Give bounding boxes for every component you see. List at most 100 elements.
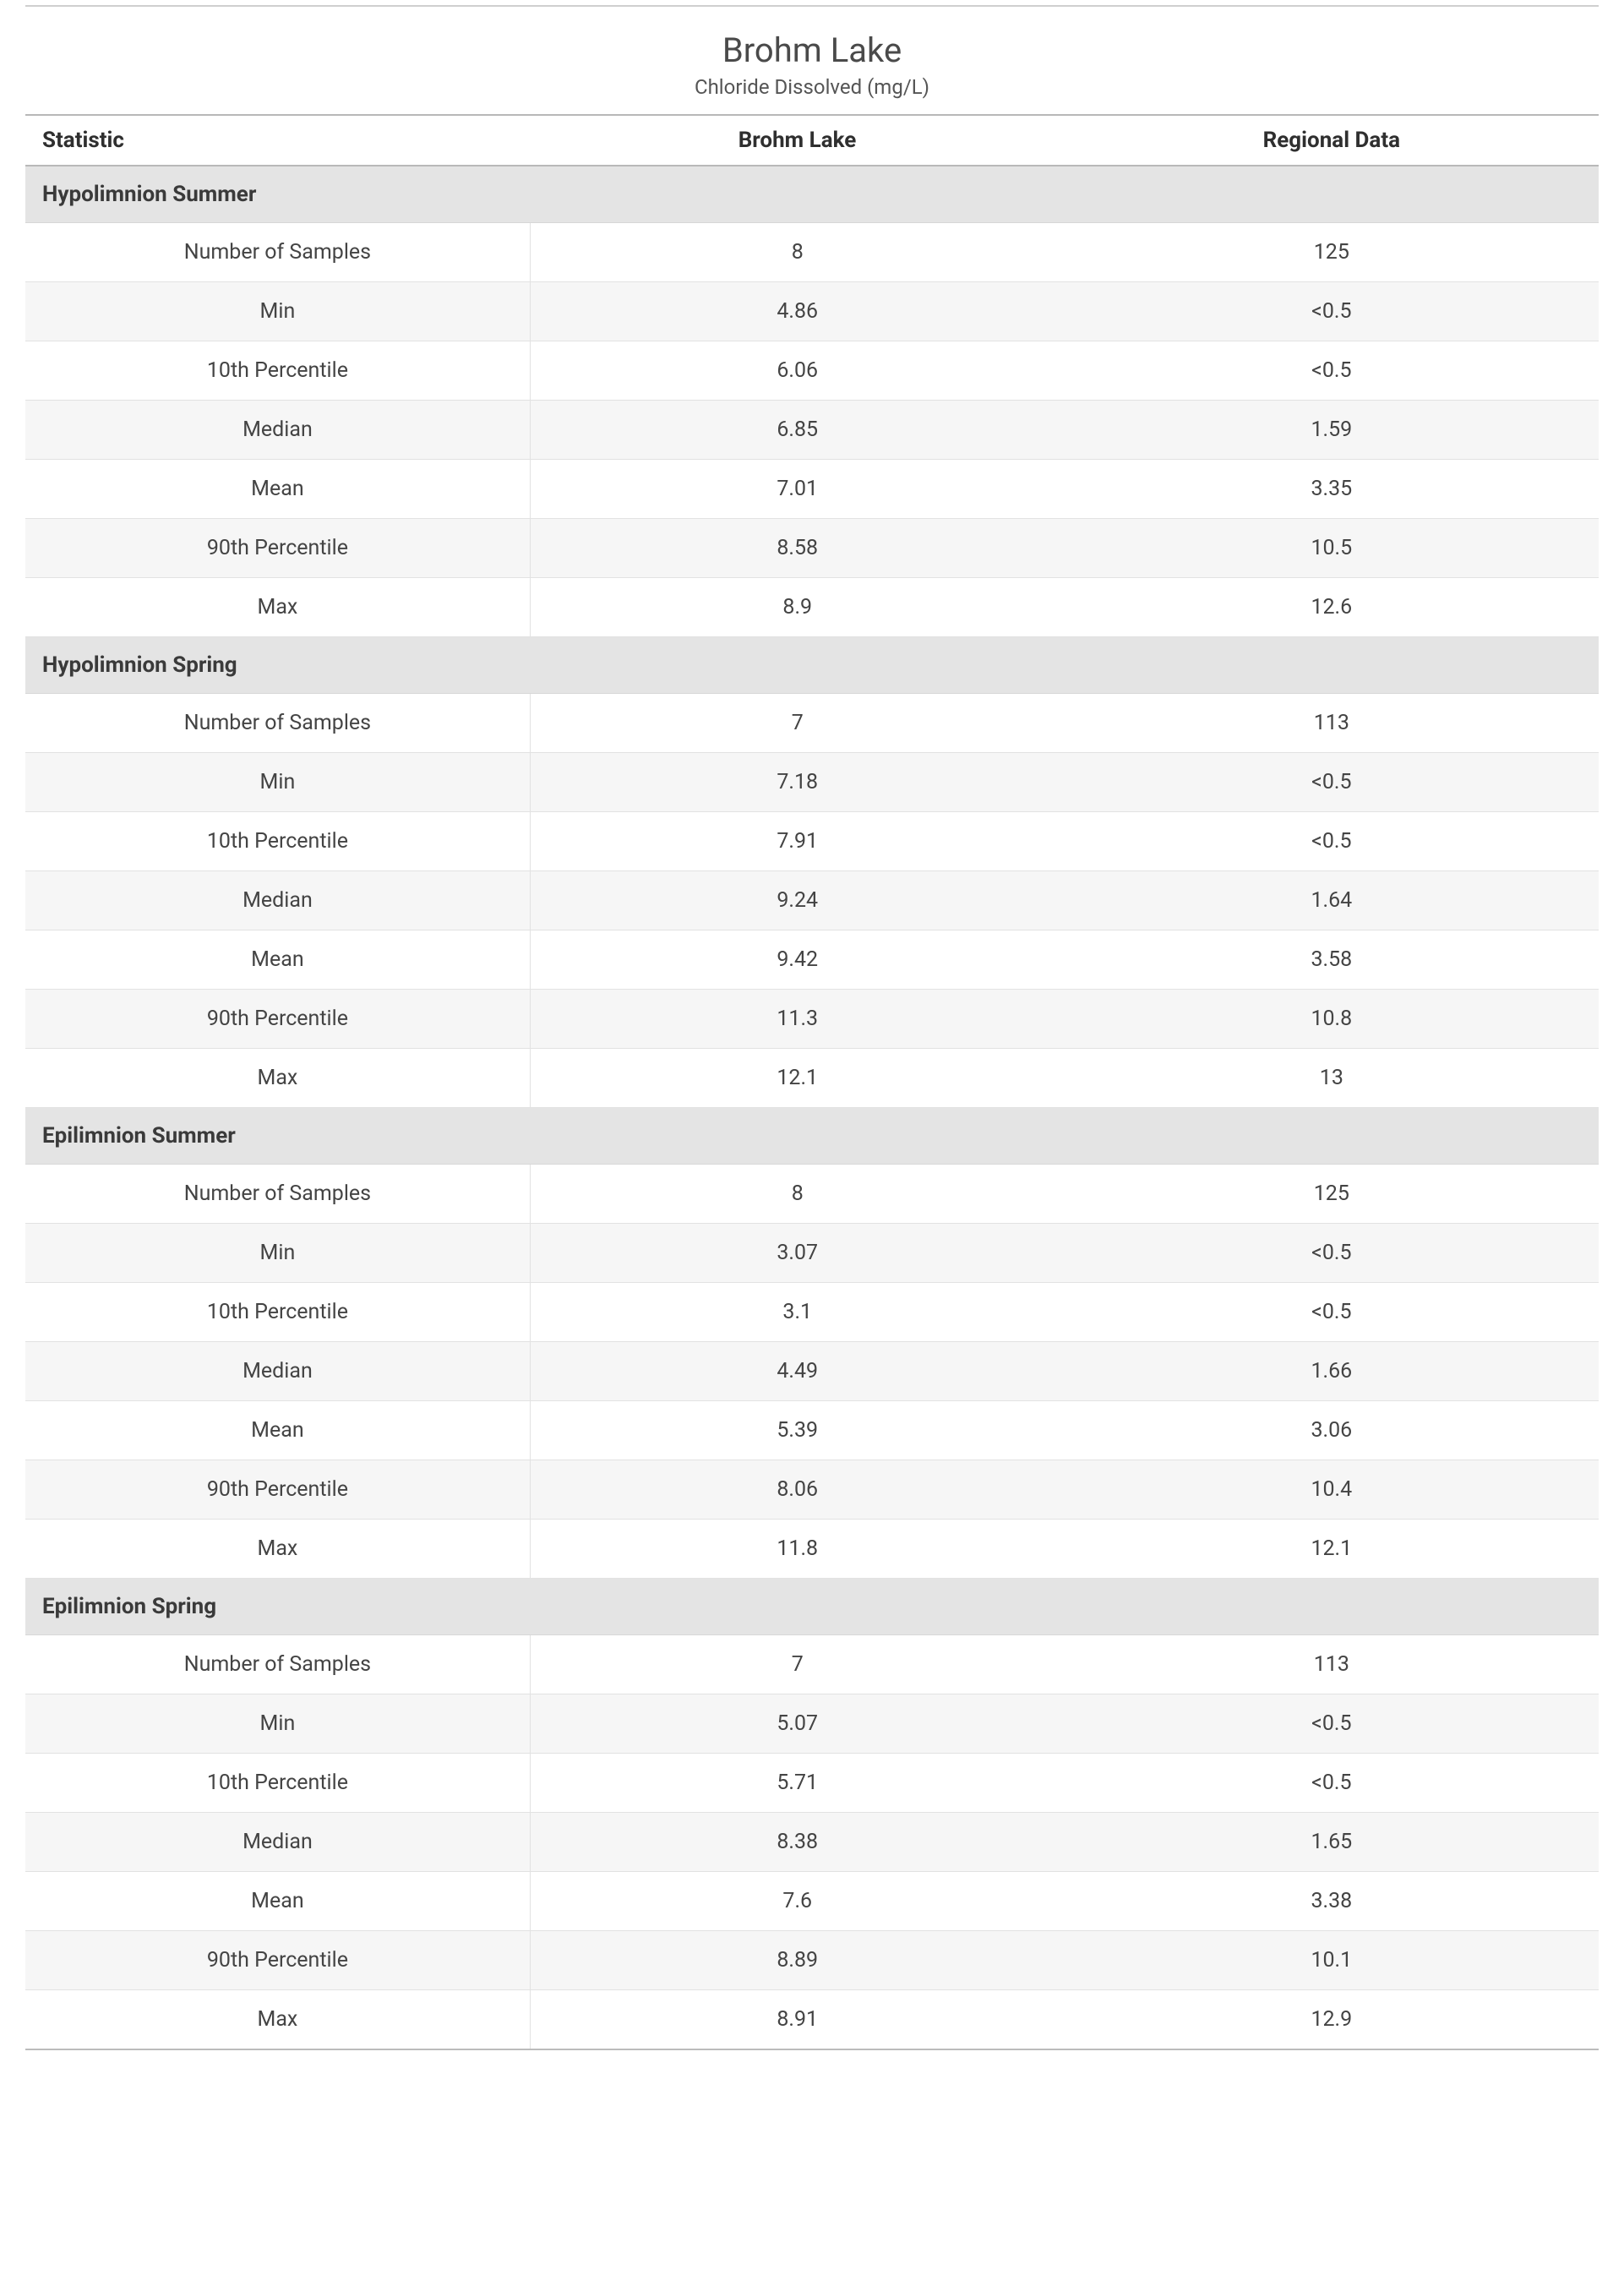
regional-value: 10.5 — [1065, 519, 1599, 578]
stat-label: 10th Percentile — [25, 1283, 530, 1342]
site-value: 4.86 — [530, 282, 1064, 341]
site-value: 5.07 — [530, 1694, 1064, 1754]
table-row: Median8.381.65 — [25, 1813, 1599, 1872]
section-header: Hypolimnion Spring — [25, 637, 1599, 694]
stat-label: Max — [25, 1990, 530, 2050]
site-value: 7.01 — [530, 460, 1064, 519]
table-row: Min5.07<0.5 — [25, 1694, 1599, 1754]
regional-value: 10.1 — [1065, 1931, 1599, 1990]
regional-value: <0.5 — [1065, 1283, 1599, 1342]
table-row: Number of Samples8125 — [25, 223, 1599, 282]
table-row: Max8.9112.9 — [25, 1990, 1599, 2050]
stat-label: Min — [25, 1694, 530, 1754]
regional-value: <0.5 — [1065, 753, 1599, 812]
page: Brohm Lake Chloride Dissolved (mg/L) Sta… — [0, 5, 1624, 2084]
stat-label: Max — [25, 1049, 530, 1108]
regional-value: 113 — [1065, 694, 1599, 753]
stat-label: Median — [25, 871, 530, 930]
stat-label: 90th Percentile — [25, 990, 530, 1049]
col-header-statistic: Statistic — [25, 115, 530, 166]
table-row: 10th Percentile5.71<0.5 — [25, 1754, 1599, 1813]
stat-label: 90th Percentile — [25, 1931, 530, 1990]
site-value: 7 — [530, 1635, 1064, 1694]
site-value: 8.06 — [530, 1460, 1064, 1520]
stat-label: Mean — [25, 930, 530, 990]
stat-label: Min — [25, 1224, 530, 1283]
stat-label: 90th Percentile — [25, 519, 530, 578]
site-value: 5.39 — [530, 1401, 1064, 1460]
site-value: 8.89 — [530, 1931, 1064, 1990]
table-row: Min3.07<0.5 — [25, 1224, 1599, 1283]
regional-value: <0.5 — [1065, 282, 1599, 341]
stat-label: Max — [25, 1520, 530, 1579]
table-row: 10th Percentile7.91<0.5 — [25, 812, 1599, 871]
stat-label: Number of Samples — [25, 223, 530, 282]
regional-value: 113 — [1065, 1635, 1599, 1694]
section-header: Epilimnion Summer — [25, 1108, 1599, 1165]
regional-value: 1.64 — [1065, 871, 1599, 930]
regional-value: 12.9 — [1065, 1990, 1599, 2050]
stat-label: Number of Samples — [25, 1165, 530, 1224]
statistics-table: Statistic Brohm Lake Regional Data Hypol… — [25, 114, 1599, 2050]
table-body: Hypolimnion SummerNumber of Samples8125M… — [25, 166, 1599, 2049]
site-value: 6.85 — [530, 401, 1064, 460]
table-row: Median4.491.66 — [25, 1342, 1599, 1401]
regional-value: <0.5 — [1065, 341, 1599, 401]
site-value: 11.8 — [530, 1520, 1064, 1579]
stat-label: 10th Percentile — [25, 1754, 530, 1813]
regional-value: <0.5 — [1065, 812, 1599, 871]
stat-label: Max — [25, 578, 530, 637]
page-title: Brohm Lake — [25, 30, 1599, 70]
table-row: Mean5.393.06 — [25, 1401, 1599, 1460]
regional-value: 1.65 — [1065, 1813, 1599, 1872]
regional-value: 3.38 — [1065, 1872, 1599, 1931]
table-row: Number of Samples8125 — [25, 1165, 1599, 1224]
regional-value: 3.35 — [1065, 460, 1599, 519]
site-value: 8.9 — [530, 578, 1064, 637]
stat-label: 10th Percentile — [25, 812, 530, 871]
table-row: 10th Percentile6.06<0.5 — [25, 341, 1599, 401]
section-title: Epilimnion Summer — [25, 1108, 1599, 1165]
section-title: Hypolimnion Spring — [25, 637, 1599, 694]
stat-label: Number of Samples — [25, 694, 530, 753]
table-row: Mean7.013.35 — [25, 460, 1599, 519]
regional-value: <0.5 — [1065, 1754, 1599, 1813]
site-value: 9.24 — [530, 871, 1064, 930]
site-value: 3.1 — [530, 1283, 1064, 1342]
site-value: 12.1 — [530, 1049, 1064, 1108]
regional-value: 10.8 — [1065, 990, 1599, 1049]
table-row: Mean7.63.38 — [25, 1872, 1599, 1931]
table-row: Median9.241.64 — [25, 871, 1599, 930]
stat-label: Min — [25, 282, 530, 341]
site-value: 5.71 — [530, 1754, 1064, 1813]
table-row: Number of Samples7113 — [25, 694, 1599, 753]
stat-label: Mean — [25, 460, 530, 519]
stat-label: Median — [25, 401, 530, 460]
regional-value: 125 — [1065, 1165, 1599, 1224]
regional-value: 1.66 — [1065, 1342, 1599, 1401]
table-header-row: Statistic Brohm Lake Regional Data — [25, 115, 1599, 166]
site-value: 11.3 — [530, 990, 1064, 1049]
col-header-site: Brohm Lake — [530, 115, 1064, 166]
table-row: 90th Percentile11.310.8 — [25, 990, 1599, 1049]
site-value: 7.6 — [530, 1872, 1064, 1931]
col-header-regional: Regional Data — [1065, 115, 1599, 166]
stat-label: Number of Samples — [25, 1635, 530, 1694]
regional-value: <0.5 — [1065, 1694, 1599, 1754]
site-value: 7.91 — [530, 812, 1064, 871]
top-rule — [25, 5, 1599, 7]
regional-value: 3.06 — [1065, 1401, 1599, 1460]
site-value: 9.42 — [530, 930, 1064, 990]
table-row: Max8.912.6 — [25, 578, 1599, 637]
site-value: 6.06 — [530, 341, 1064, 401]
stat-label: Mean — [25, 1401, 530, 1460]
stat-label: Median — [25, 1813, 530, 1872]
table-row: Max12.113 — [25, 1049, 1599, 1108]
regional-value: 12.6 — [1065, 578, 1599, 637]
stat-label: Mean — [25, 1872, 530, 1931]
regional-value: 10.4 — [1065, 1460, 1599, 1520]
section-title: Hypolimnion Summer — [25, 166, 1599, 223]
table-row: Min7.18<0.5 — [25, 753, 1599, 812]
table-head: Statistic Brohm Lake Regional Data — [25, 115, 1599, 166]
table-row: Number of Samples7113 — [25, 1635, 1599, 1694]
